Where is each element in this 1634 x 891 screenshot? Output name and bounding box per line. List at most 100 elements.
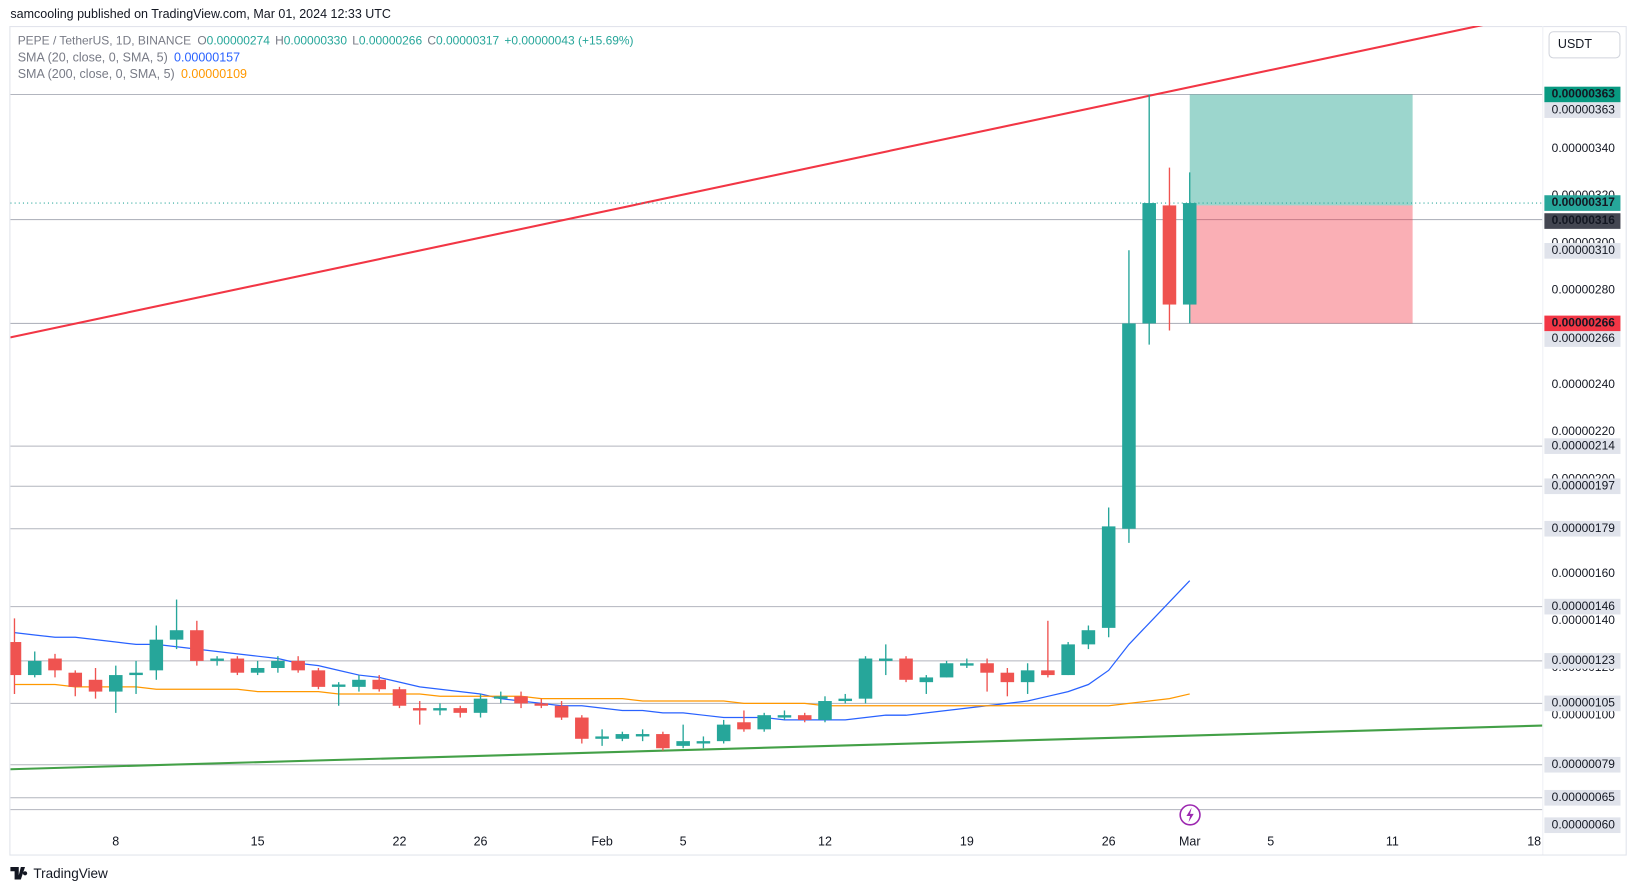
level-label-bg <box>1544 756 1621 773</box>
level-label: 0.00000060 <box>1552 817 1616 831</box>
last-price-label-bg <box>1544 195 1621 211</box>
ohlc-value: 0.00000317 <box>436 34 500 48</box>
sma-value: 0.00000157 <box>174 51 240 65</box>
candle-body <box>919 677 934 683</box>
currency-box[interactable]: USDT <box>1548 31 1621 59</box>
level-label-bg <box>1544 598 1621 615</box>
chart-frame <box>9 26 1627 856</box>
candle-body <box>48 658 62 671</box>
candle-body <box>1020 670 1035 683</box>
candle-body <box>372 679 386 690</box>
y-tick-label: 0.00000240 <box>1552 377 1616 391</box>
candle-body <box>676 741 690 746</box>
level-label: 0.00000146 <box>1552 599 1616 613</box>
candle-body <box>737 722 751 730</box>
candle-body <box>250 667 265 673</box>
x-tick-label: 15 <box>251 834 265 848</box>
sma-legend: SMA (20, close, 0, SMA, 5) 0.00000157 <box>18 51 240 65</box>
candle-body <box>331 684 346 687</box>
target-label: 0.00000363 <box>1552 87 1616 101</box>
candle-body <box>473 698 488 713</box>
candle-body <box>1061 644 1075 676</box>
candle-body <box>88 679 103 692</box>
candle-body <box>433 708 447 711</box>
x-tick-label: 12 <box>818 834 832 848</box>
x-tick-label: 18 <box>1527 834 1541 848</box>
stop-label: 0.00000266 <box>1552 316 1616 330</box>
level-label: 0.00000079 <box>1552 757 1616 771</box>
ohlc-key: H <box>275 34 284 48</box>
change: +0.00000043 (+15.69%) <box>504 34 633 48</box>
candle-body <box>210 658 224 661</box>
level-label-bg <box>1544 520 1621 537</box>
x-tick-label: Mar <box>1179 834 1201 848</box>
candle-body <box>980 663 994 673</box>
symbol: PEPE / TetherUS, 1D, BINANCE <box>18 34 191 48</box>
legend: PEPE / TetherUS, 1D, BINANCE O0.00000274 H… <box>18 34 634 81</box>
event-icon[interactable] <box>1179 804 1201 826</box>
level-label-bg <box>1544 695 1621 712</box>
candle-body <box>392 689 407 706</box>
candle-body <box>554 705 569 718</box>
candle-body <box>27 660 42 676</box>
sma-value: 0.00000109 <box>181 67 247 81</box>
candle-body <box>1182 203 1197 305</box>
sma-legend: SMA (200, close, 0, SMA, 5) 0.00000109 <box>18 67 247 81</box>
brand-name: TradingView <box>33 866 108 881</box>
candle-body <box>10 642 22 676</box>
candle-body <box>838 698 853 702</box>
stop-label-bg <box>1544 315 1621 332</box>
candle-body <box>412 708 427 711</box>
currency-button[interactable] <box>1548 31 1621 59</box>
x-tick-label: 5 <box>680 834 687 848</box>
plot-area <box>10 26 1543 811</box>
level-label-bg <box>1544 243 1621 259</box>
x-tick-label: Feb <box>591 834 613 848</box>
y-tick-label: 0.00000140 <box>1552 613 1616 627</box>
x-tick-label: 26 <box>1102 834 1116 848</box>
candle-body <box>818 701 832 720</box>
candle-body <box>1041 670 1055 676</box>
level-label-bg <box>1544 817 1621 834</box>
ohlc-key: C <box>427 34 436 48</box>
x-tick-label: 22 <box>393 834 407 848</box>
level-label-bg <box>1544 331 1621 347</box>
loss-zone <box>1189 205 1413 324</box>
ohlc-value: 0.00000330 <box>284 34 348 48</box>
level-label-bg <box>1544 102 1621 118</box>
candle-body <box>960 663 974 666</box>
candle-body <box>716 724 731 742</box>
candle-body <box>291 660 305 671</box>
ohlc-value: 0.00000266 <box>359 34 423 48</box>
candle-body <box>1162 205 1177 305</box>
level-label: 0.00000266 <box>1552 331 1616 345</box>
level-label: 0.00000105 <box>1552 696 1616 710</box>
target-label-bg <box>1544 86 1621 103</box>
candle-body <box>109 675 123 692</box>
sma-line <box>14 580 1191 721</box>
y-tick-label: 0.00000340 <box>1552 141 1616 155</box>
level-label-bg <box>1544 789 1621 806</box>
ohlc-key: L <box>352 34 359 48</box>
publish-note: samcooling published on TradingView.com,… <box>10 7 391 21</box>
candle-body <box>149 639 164 671</box>
candle-body <box>879 658 893 661</box>
level-label-bg <box>1544 653 1621 669</box>
brand: TradingView <box>10 866 108 881</box>
candle-body <box>575 717 589 739</box>
candle-body <box>1101 526 1116 628</box>
candle-body <box>635 734 650 737</box>
level-label: 0.00000179 <box>1552 521 1616 535</box>
candle-body <box>494 696 508 699</box>
level-label: 0.00000363 <box>1552 102 1616 116</box>
level-label: 0.00000123 <box>1552 653 1616 667</box>
candle-body <box>190 630 204 661</box>
price-scale: 0.000001000.000001200.000001400.00000160… <box>1544 86 1621 834</box>
candle-body <box>68 672 83 687</box>
candle-body <box>453 708 468 713</box>
candle-body <box>534 703 549 706</box>
ohlc-legend: PEPE / TetherUS, 1D, BINANCE O0.00000274 H… <box>18 34 634 48</box>
candle-body <box>797 715 812 720</box>
